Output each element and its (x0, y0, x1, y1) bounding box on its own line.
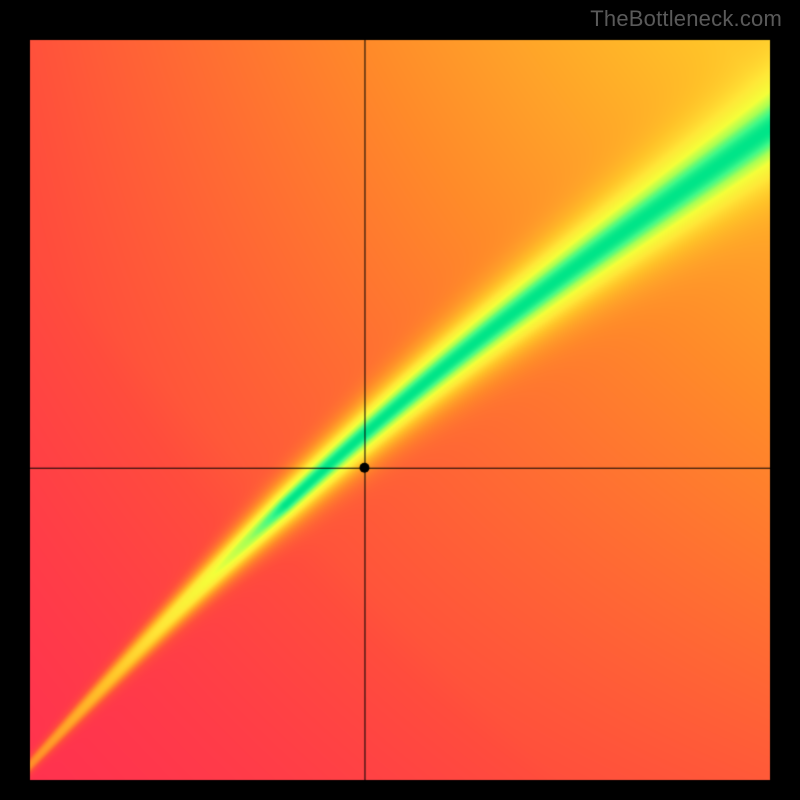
chart-container: TheBottleneck.com (0, 0, 800, 800)
watermark-text: TheBottleneck.com (590, 6, 782, 32)
bottleneck-heatmap (0, 0, 800, 800)
